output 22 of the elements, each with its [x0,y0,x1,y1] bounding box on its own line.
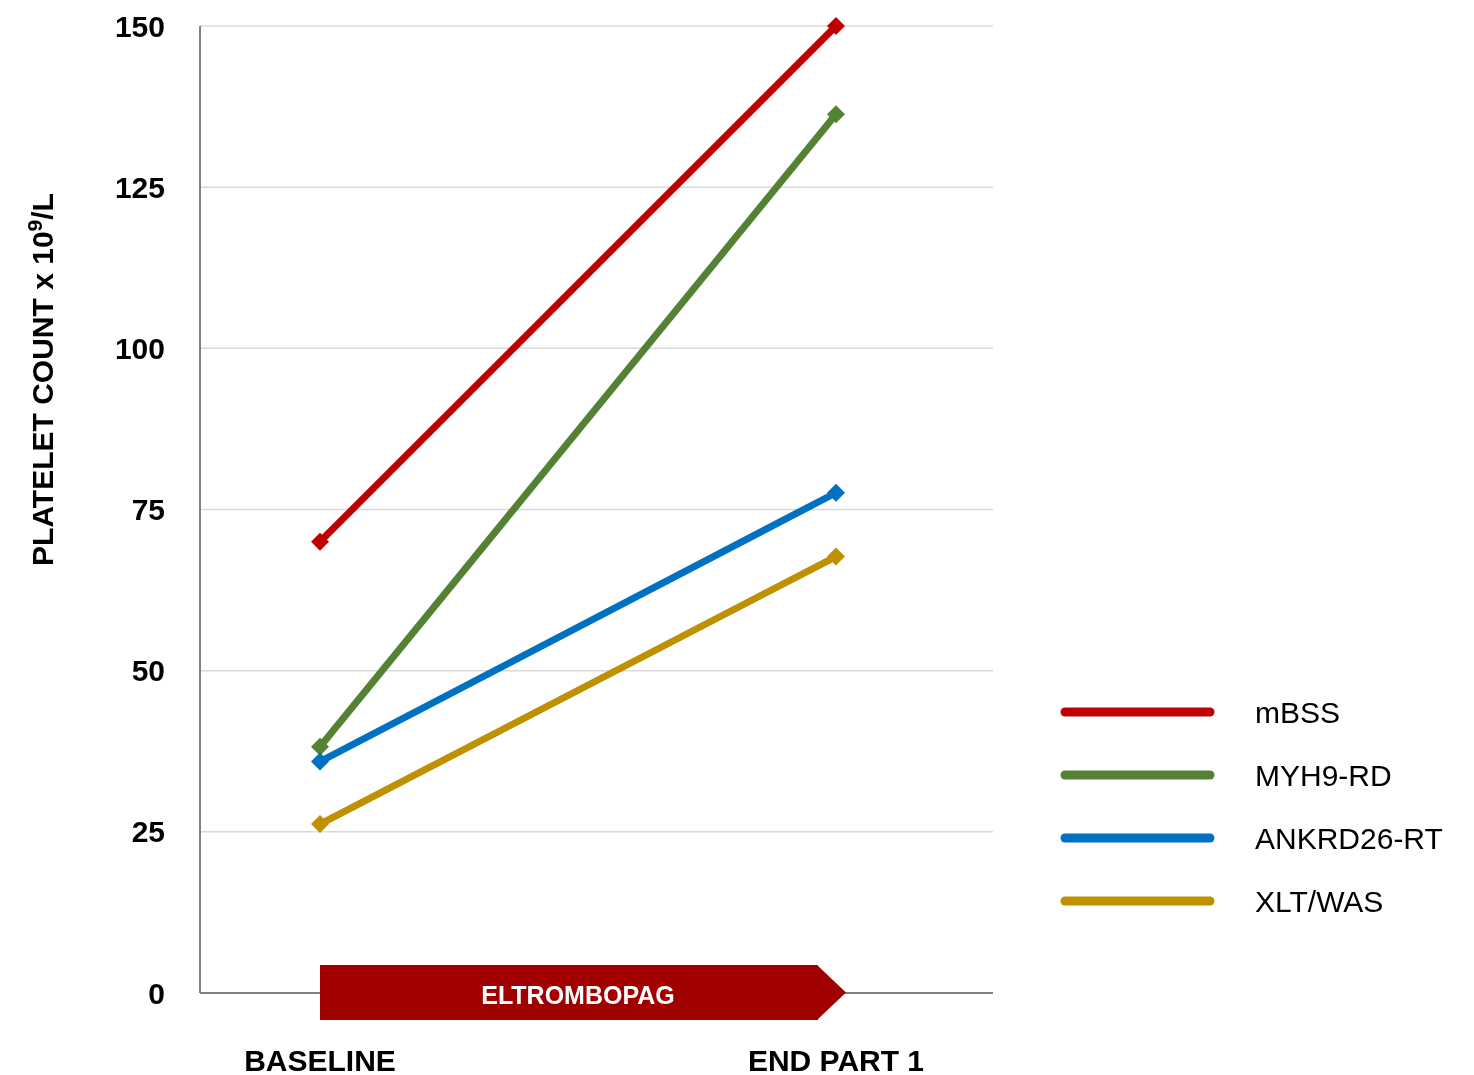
x-tick-label: BASELINE [244,1043,396,1075]
y-tick-label: 0 [148,976,165,1010]
legend-label: mBSS [1255,695,1341,729]
y-tick-label: 150 [114,9,165,43]
annotation: ELTROMBOPAG [481,981,675,1010]
y-tick-label: 75 [131,493,165,526]
y-tick-label: 100 [114,331,165,365]
legend-label: MYH9-RD [1255,758,1392,792]
legend-label: XLT/WAS [1255,884,1384,918]
x-tick-label: END PART 1 [747,1043,925,1075]
point [311,532,329,551]
y-tick-label: 50 [131,654,165,688]
point [311,815,329,834]
point [827,17,845,35]
point [827,105,845,124]
point [827,547,845,566]
point [311,737,329,756]
legend-label: ANKRD26-RT [1255,821,1443,855]
point [311,752,329,771]
y-tick-label: 25 [131,815,165,849]
y-tick-label: 125 [114,170,165,204]
point [827,483,845,502]
